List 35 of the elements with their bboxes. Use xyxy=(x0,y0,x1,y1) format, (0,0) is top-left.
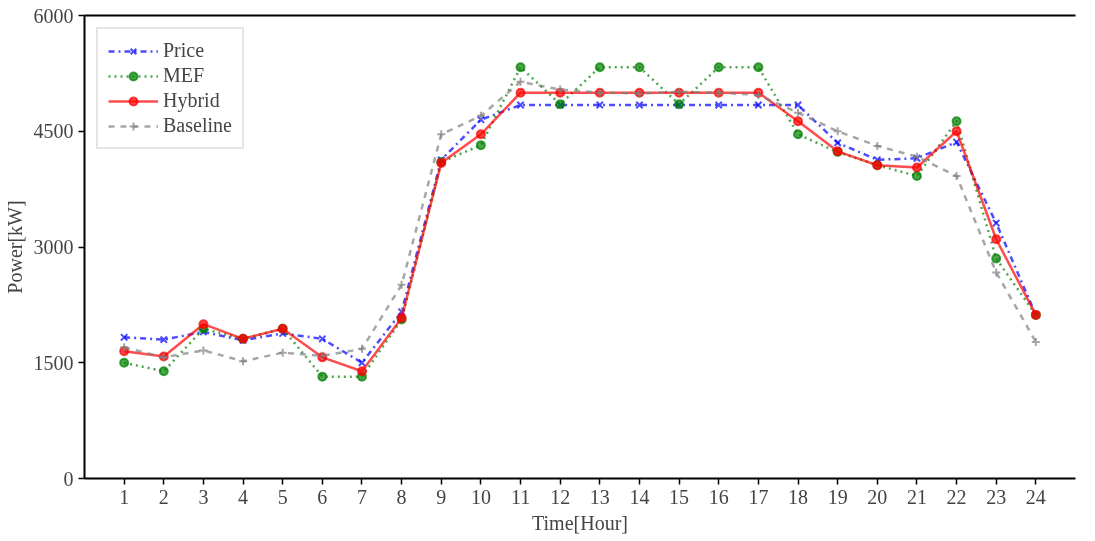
x-tick-label: 8 xyxy=(396,485,407,508)
x-tick-label: 21 xyxy=(906,485,927,508)
y-tick-label: 0 xyxy=(63,467,74,490)
x-tick-label: 16 xyxy=(708,485,729,508)
x-tick-label: 20 xyxy=(867,485,888,508)
x-tick-label: 15 xyxy=(669,485,690,508)
y-tick-label: 4500 xyxy=(33,120,74,143)
x-tick-label: 6 xyxy=(317,485,328,508)
y-tick-label: 3000 xyxy=(33,236,74,258)
x-tick-label: 5 xyxy=(277,485,288,508)
x-tick-label: 18 xyxy=(788,485,809,508)
x-tick-label: 22 xyxy=(946,485,967,508)
x-tick-label: 23 xyxy=(986,485,1007,508)
y-tick-label: 1500 xyxy=(33,351,74,374)
x-tick-label: 9 xyxy=(436,485,447,508)
x-tick-label: 13 xyxy=(589,485,610,508)
legend-label: Price xyxy=(163,39,205,62)
x-tick-label: 1 xyxy=(119,485,130,508)
x-tick-label: 2 xyxy=(158,485,169,508)
x-axis-title: Time[Hour] xyxy=(532,511,628,534)
x-tick-label: 17 xyxy=(748,485,769,508)
x-tick-label: 12 xyxy=(550,485,571,508)
x-tick-label: 10 xyxy=(470,485,491,508)
x-tick-label: 3 xyxy=(198,485,209,508)
legend-label: Hybrid xyxy=(163,89,220,112)
x-tick-label: 4 xyxy=(238,485,249,508)
x-tick-label: 19 xyxy=(827,485,848,508)
legend-label: Baseline xyxy=(163,114,232,137)
x-tick-label: 24 xyxy=(1025,485,1046,508)
y-axis-title: Power[kW] xyxy=(3,200,26,294)
x-tick-label: 14 xyxy=(629,485,650,508)
x-tick-label: 7 xyxy=(356,485,367,508)
x-tick-label: 11 xyxy=(510,485,531,508)
legend-label: MEF xyxy=(163,64,205,87)
y-tick-label: 6000 xyxy=(33,4,74,27)
